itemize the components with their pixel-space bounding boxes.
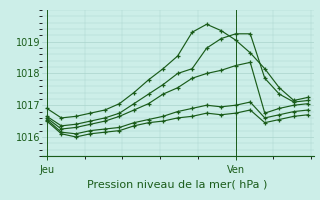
X-axis label: Pression niveau de la mer( hPa ): Pression niveau de la mer( hPa ) — [87, 179, 268, 189]
